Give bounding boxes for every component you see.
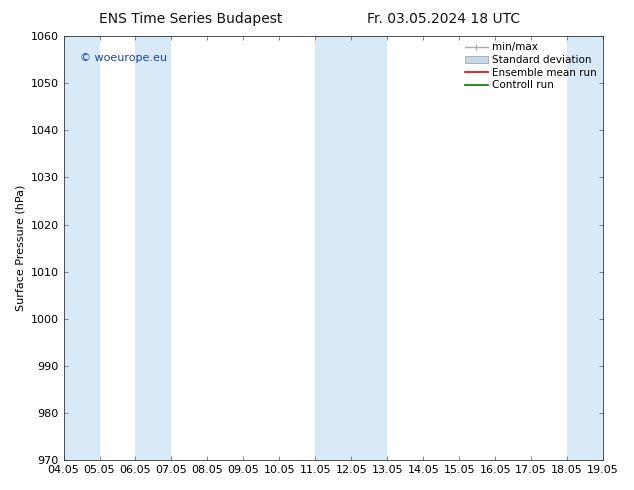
Text: Fr. 03.05.2024 18 UTC: Fr. 03.05.2024 18 UTC <box>367 12 521 26</box>
Text: © woeurope.eu: © woeurope.eu <box>80 53 167 63</box>
Y-axis label: Surface Pressure (hPa): Surface Pressure (hPa) <box>15 185 25 311</box>
Text: ENS Time Series Budapest: ENS Time Series Budapest <box>98 12 282 26</box>
Bar <box>567 36 603 460</box>
Bar <box>315 36 387 460</box>
Bar <box>63 36 100 460</box>
Legend: min/max, Standard deviation, Ensemble mean run, Controll run: min/max, Standard deviation, Ensemble me… <box>462 39 600 93</box>
Bar <box>136 36 171 460</box>
